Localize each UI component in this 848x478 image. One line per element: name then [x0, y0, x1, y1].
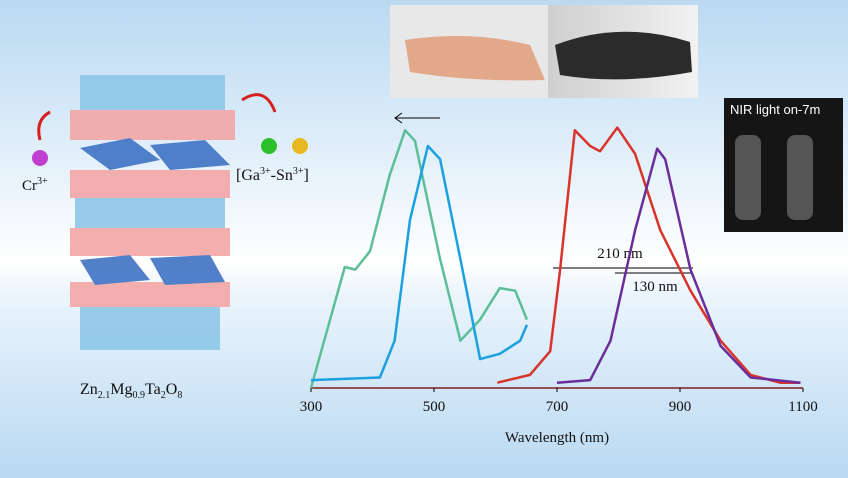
spectrum-line: [497, 126, 801, 384]
label-part: Mg: [110, 381, 132, 398]
label-part: 3+: [293, 166, 304, 177]
hand-photo: [390, 5, 698, 98]
photo-label: NIR light on-7m: [730, 102, 820, 117]
label-part: 2.1: [98, 390, 111, 401]
label-part: Zn: [80, 381, 98, 398]
x-tick-label: 500: [423, 399, 446, 415]
arrow: [241, 93, 277, 113]
crystal-structure: [70, 75, 235, 350]
fwhm-label: 130 nm: [632, 279, 678, 295]
label-part: ]: [304, 167, 309, 184]
spectrum-line: [309, 129, 529, 389]
ion: [292, 138, 308, 154]
x-tick-label: 1100: [788, 399, 817, 415]
label-part: 3+: [37, 176, 48, 187]
shift-arrow: [394, 112, 403, 124]
label-part: 2: [161, 390, 166, 401]
spectrum-line: [310, 144, 529, 382]
ion: [32, 150, 48, 166]
label-part: Cr: [22, 178, 37, 194]
fwhm-label: 210 nm: [597, 246, 643, 262]
arrow: [37, 110, 51, 141]
x-axis-title: Wavelength (nm): [505, 430, 609, 446]
formula: Zn2.1Mg0.9Ta2O8: [80, 381, 182, 401]
label-part: 8: [177, 390, 182, 401]
codopant-label: [Ga3+-Sn3+]: [236, 166, 309, 184]
dopant-label: Cr3+: [22, 176, 48, 194]
spectrum-line: [556, 147, 801, 384]
nir-photo: [724, 98, 843, 232]
label-part: 3+: [260, 166, 271, 177]
x-tick-label: 700: [546, 399, 569, 415]
label-part: -Sn: [271, 167, 293, 184]
label-part: O: [166, 381, 178, 398]
x-tick-label: 300: [300, 399, 323, 415]
label-part: 0.9: [133, 390, 146, 401]
label-part: Ta: [145, 381, 161, 398]
x-tick-label: 900: [669, 399, 692, 415]
label-part: [Ga: [236, 167, 260, 184]
ion: [261, 138, 277, 154]
